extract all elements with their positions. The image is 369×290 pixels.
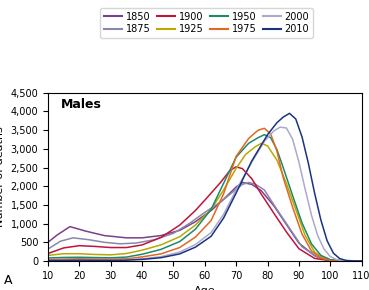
Text: A: A (4, 274, 12, 287)
Legend: 1850, 1875, 1900, 1925, 1950, 1975, 2000, 2010: 1850, 1875, 1900, 1925, 1950, 1975, 2000… (100, 8, 313, 38)
Text: Males: Males (61, 98, 101, 111)
X-axis label: Age: Age (194, 286, 215, 290)
Y-axis label: Number of deaths: Number of deaths (0, 126, 5, 227)
